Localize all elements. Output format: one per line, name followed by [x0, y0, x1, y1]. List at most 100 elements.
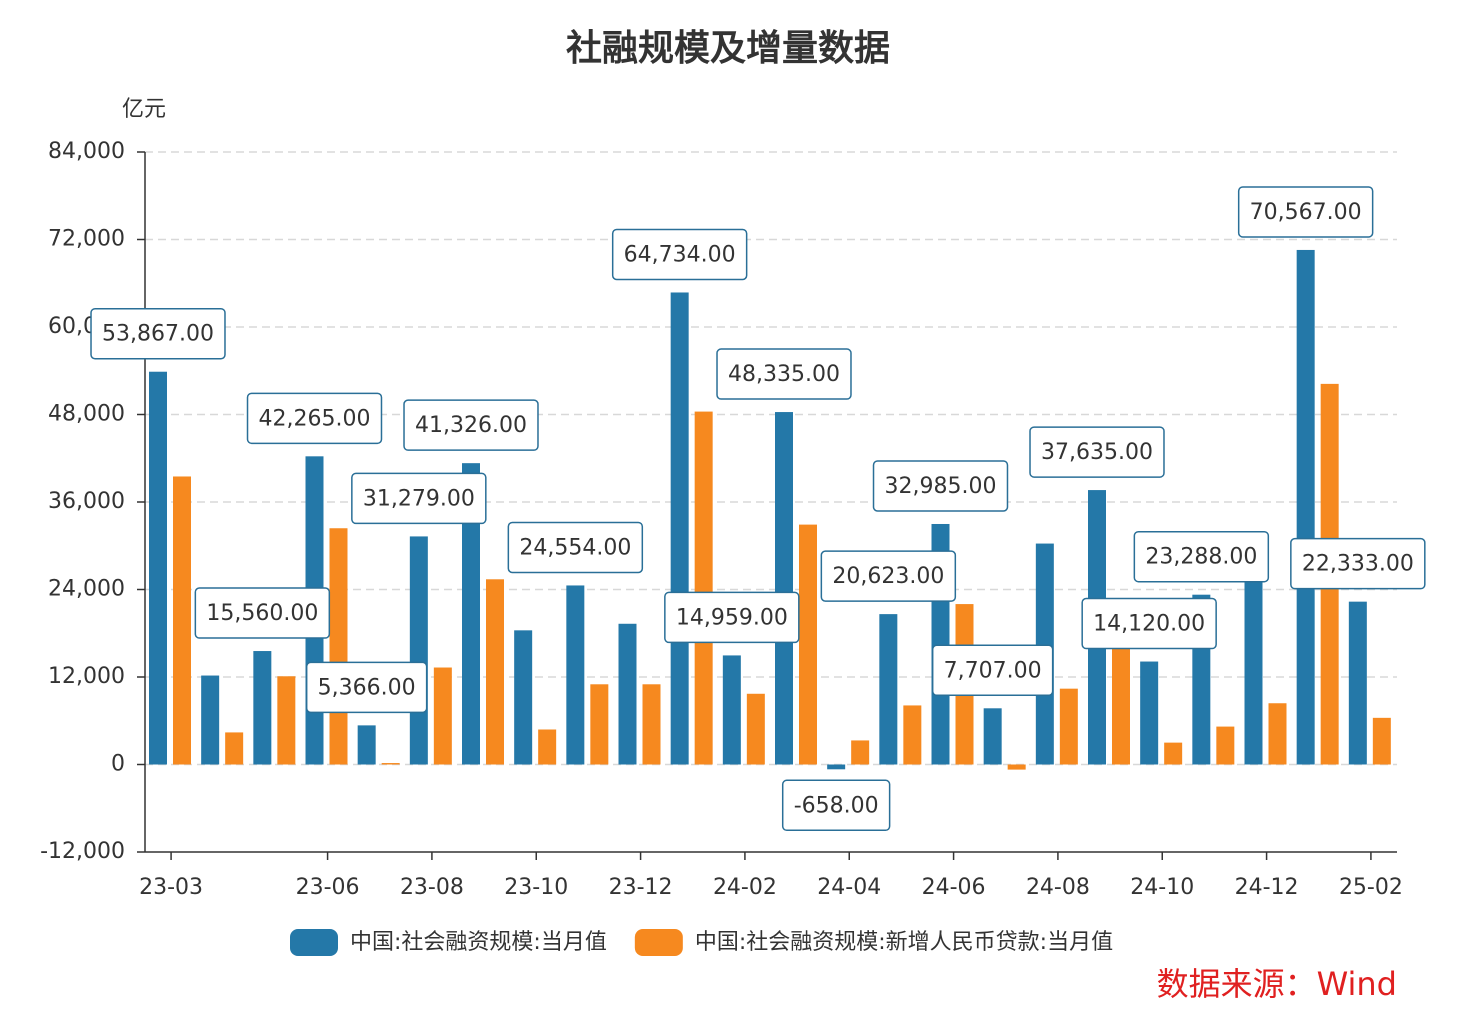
data-label-text: 7,707.00: [944, 658, 1042, 683]
data-label-box: [820, 550, 957, 602]
x-tick-label: 24-04: [817, 875, 881, 900]
bar: [642, 684, 661, 765]
bar: [1164, 742, 1183, 765]
data-label-box: [507, 521, 644, 574]
bar: [618, 623, 637, 765]
data-label-box: [1237, 186, 1374, 238]
data-label: 5,366.00: [305, 661, 428, 714]
bar: [983, 708, 1002, 765]
legend-label: 中国:社会融资规模:新增人民币贷款:当月值: [695, 930, 1113, 955]
y-tick-label: -12,000: [40, 839, 125, 864]
data-label-text: 20,623.00: [832, 564, 944, 589]
bar: [722, 655, 741, 765]
data-label: 7,707.00: [931, 644, 1054, 697]
data-label: -658.00: [781, 779, 891, 832]
bar: [746, 693, 765, 765]
bar: [590, 684, 609, 765]
data-label-text: 15,560.00: [206, 601, 318, 626]
bar: [799, 524, 817, 765]
x-tick-label: 24-10: [1130, 875, 1194, 900]
data-label: 14,959.00: [664, 591, 800, 644]
data-label: 20,623.00: [820, 550, 957, 602]
bar: [173, 476, 191, 765]
bar: [486, 579, 504, 765]
bar: [514, 630, 533, 765]
data-label-text: 14,120.00: [1093, 612, 1205, 637]
data-label-text: 42,265.00: [259, 406, 371, 431]
data-label-box: [403, 399, 539, 451]
x-tick-label: 24-12: [1235, 875, 1299, 900]
bar: [462, 463, 480, 765]
bar: [670, 292, 689, 765]
data-label-text: 23,288.00: [1145, 545, 1257, 570]
data-label-text: 41,326.00: [415, 413, 527, 438]
data-label: 23,288.00: [1133, 530, 1270, 583]
bar: [1007, 764, 1026, 770]
data-label: 22,333.00: [1290, 537, 1426, 590]
data-label-box: [194, 587, 331, 639]
data-label: 70,567.00: [1237, 186, 1374, 238]
data-label-box: [351, 472, 487, 525]
x-tick-label: 23-08: [400, 875, 464, 900]
bar: [225, 732, 244, 765]
data-label-text: 32,985.00: [885, 474, 997, 499]
data-label-box: [1290, 537, 1426, 590]
y-tick-label: 24,000: [48, 577, 125, 602]
legend-swatch: [290, 929, 338, 956]
bar: [1216, 726, 1235, 765]
bar: [1268, 703, 1287, 765]
bar: [277, 676, 296, 765]
data-label-box: [931, 644, 1054, 697]
data-label: 41,326.00: [403, 399, 539, 451]
data-label-text: 24,554.00: [519, 535, 631, 560]
bar: [253, 651, 272, 765]
data-label: 15,560.00: [194, 587, 331, 639]
data-label-text: 48,335.00: [728, 362, 840, 387]
chart-title: 社融规模及增量数据: [566, 28, 890, 69]
data-label-text: 14,959.00: [676, 605, 788, 630]
data-label: 48,335.00: [716, 348, 852, 400]
bar: [827, 764, 846, 770]
bar: [357, 725, 376, 765]
x-tick-label: 25-02: [1339, 875, 1403, 900]
data-label-box: [664, 591, 800, 644]
source: 数据来源：Wind: [1157, 965, 1397, 1003]
bar: [381, 763, 400, 765]
bar: [433, 667, 452, 765]
data-label: 37,635.00: [1029, 426, 1165, 478]
data-label-box: [716, 348, 852, 400]
x-tick-label: 24-02: [713, 875, 777, 900]
data-label-text: 53,867.00: [102, 322, 214, 347]
bar: [1059, 688, 1078, 765]
data-label-text: 64,734.00: [624, 242, 736, 267]
data-label-box: [305, 661, 428, 714]
bar: [538, 729, 557, 765]
data-label: 32,985.00: [872, 460, 1009, 512]
y-tick-label: 48,000: [48, 402, 125, 427]
data-label: 53,867.00: [90, 307, 226, 360]
bar: [1140, 661, 1159, 765]
data-label: 42,265.00: [246, 392, 383, 445]
bar: [694, 411, 713, 765]
bar: [775, 412, 793, 765]
bar: [1372, 717, 1391, 765]
bar: [201, 675, 220, 765]
y-axis-label: 亿元: [122, 97, 166, 122]
data-label: 24,554.00: [507, 521, 644, 574]
bar: [1296, 249, 1315, 765]
data-label-box: [1133, 530, 1270, 583]
legend-swatch: [634, 929, 683, 956]
data-label-box: [90, 307, 226, 360]
x-tick-label: 23-12: [609, 875, 673, 900]
data-label-text: 31,279.00: [363, 486, 475, 511]
x-tick-label: 23-10: [504, 875, 568, 900]
bar: [851, 740, 870, 765]
bar: [566, 585, 585, 765]
data-label-box: [1029, 426, 1165, 478]
bar: [1112, 647, 1130, 765]
y-tick-label: 36,000: [48, 489, 125, 514]
data-label: 31,279.00: [351, 472, 487, 525]
bar: [149, 371, 167, 765]
y-tick-label: 72,000: [48, 227, 125, 252]
